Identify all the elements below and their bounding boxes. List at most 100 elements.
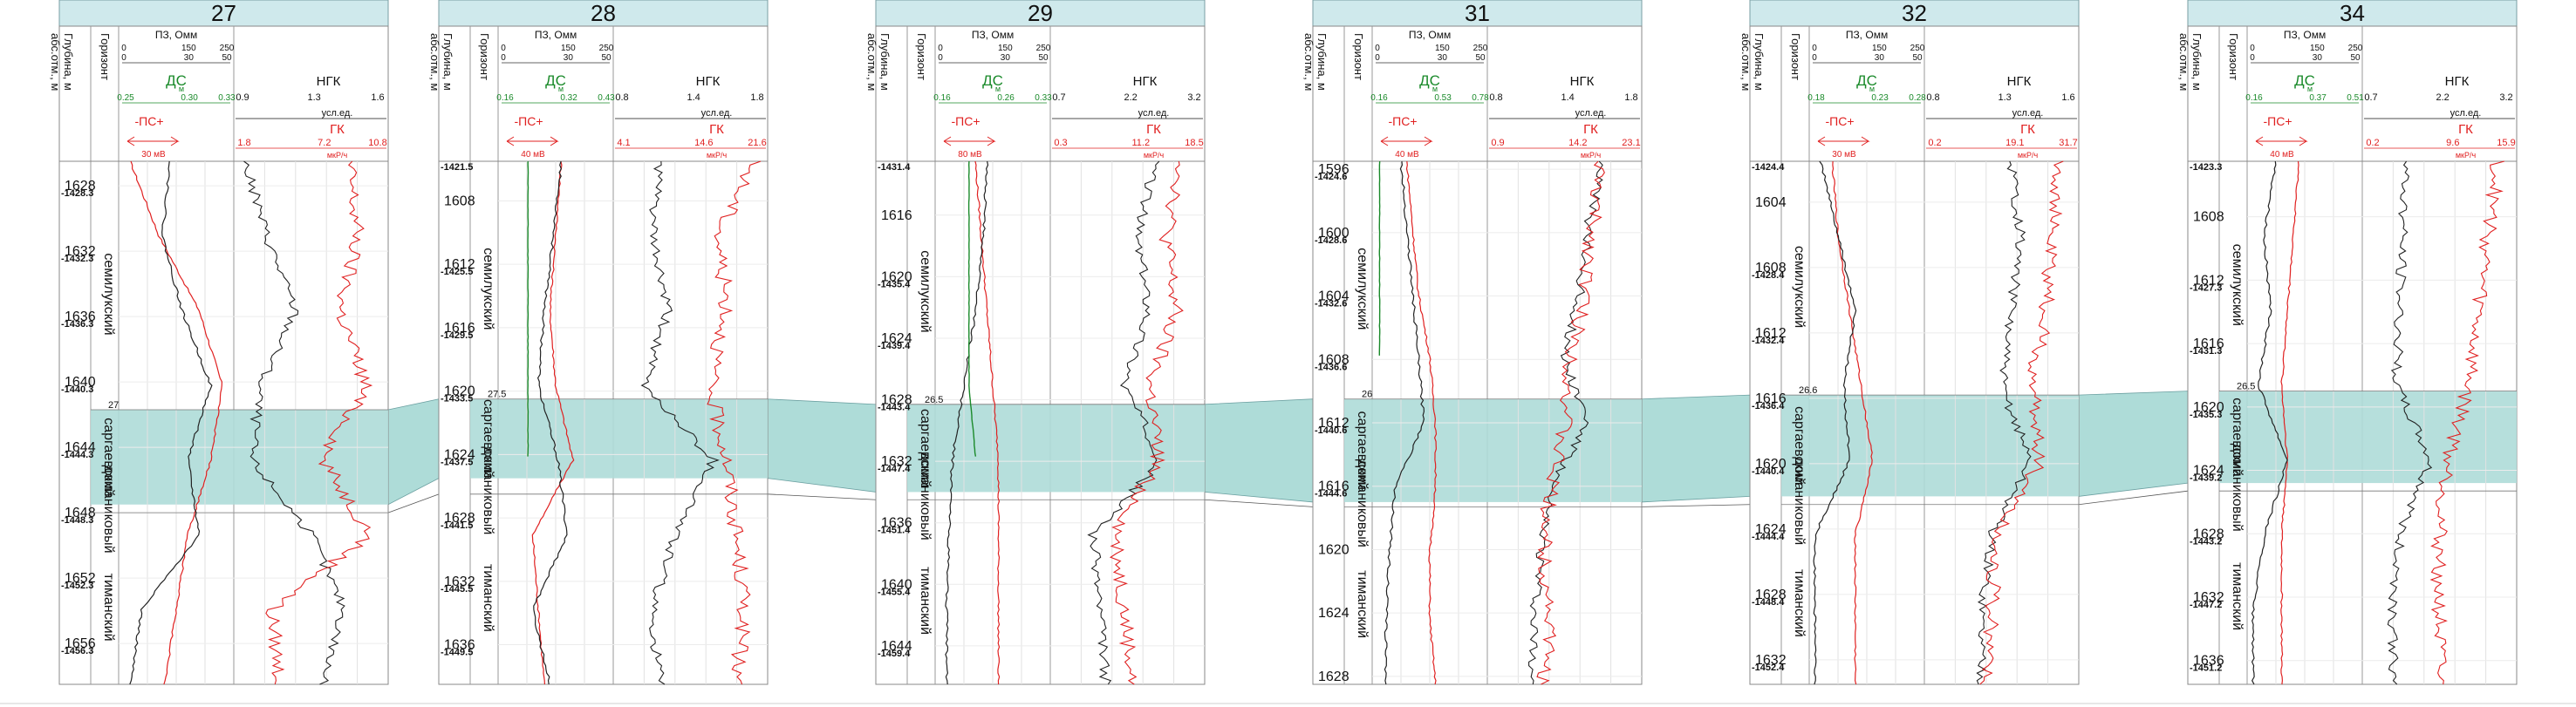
pz-tick-top: 150	[1435, 44, 1450, 53]
ps-scale-label: 80 мВ	[958, 150, 982, 160]
depth-column-header-line: абс.отм., м	[865, 33, 878, 91]
ngk-curve	[243, 160, 345, 685]
ds-scale-tick: 0.30	[181, 93, 198, 103]
pz-tick-bottom: 50	[1475, 53, 1486, 63]
ps-curve	[2280, 160, 2299, 685]
pz-tick-top: 150	[2310, 44, 2325, 53]
pz-tick-bottom: 0	[2250, 53, 2255, 63]
horizon-column-header-line: Горизонт	[1352, 33, 1365, 80]
abs-depth-label: -1425.5	[441, 267, 473, 277]
pz-tick-bottom: 0	[938, 53, 943, 63]
ds-scale-tick: 0.16	[496, 93, 514, 103]
horizon-column-header: Горизонт	[2227, 33, 2240, 80]
pz-header: ПЗ, Омм	[1846, 29, 1888, 41]
depth-column-header: Глубина, мабс.отм., м	[865, 33, 892, 91]
formation-label-timansky: тиманский	[1355, 570, 1370, 638]
md-depth-label: 1612	[2193, 273, 2224, 288]
abs-depth-label: -1448.3	[61, 515, 93, 526]
gk-scale-tick: 0.2	[1928, 138, 1941, 148]
md-depth-label: 1648	[65, 506, 96, 520]
md-depth-label: 1608	[1755, 261, 1787, 275]
abs-depth-label: -1432.6	[1315, 299, 1347, 309]
ds-unit: м	[558, 85, 564, 93]
panel-frame	[438, 25, 769, 685]
gk-unit: мкР/ч	[2018, 151, 2039, 160]
gk-header: ГК	[1146, 122, 1161, 137]
ps-header: -ПС+	[1825, 114, 1854, 128]
ngk-scale-tick: 0.7	[1052, 92, 1065, 103]
md-depth-label: 1628	[2193, 527, 2224, 541]
ds-scale-tick: 0.32	[560, 93, 577, 103]
horizon-column-header-line: Горизонт	[2227, 33, 2240, 80]
abs-depth-label: -1439.4	[878, 341, 911, 351]
ngk-scale-tick: 2.2	[2436, 92, 2450, 103]
formation-label-semiluksky: семилукский	[101, 253, 116, 335]
pz-tick-top: 150	[181, 44, 196, 53]
abs-depth-label: -1431.3	[2190, 346, 2222, 357]
ds-unit: м	[1869, 85, 1875, 93]
abs-depth-label: -1429.5	[441, 330, 473, 341]
ngk-unit: усл.ед.	[1138, 108, 1170, 119]
ps-scale-arrow	[126, 136, 180, 146]
ngk-header: НГК	[1133, 74, 1158, 89]
horizon-column-header-line: Горизонт	[915, 33, 928, 80]
horizon-column-header-line: Горизонт	[1789, 33, 1802, 80]
ngk-scale-tick: 1.6	[371, 92, 384, 103]
gk-scale-tick: 11.2	[1132, 138, 1151, 148]
pz-tick-top: 250	[1473, 44, 1488, 53]
ps-scale-label: 40 мВ	[2270, 150, 2294, 160]
abs-depth-label: -1452.3	[61, 581, 93, 591]
depth-column-header-line: абс.отм., м	[1739, 33, 1753, 91]
panel-frame	[1749, 25, 2080, 685]
abs-depth-label: -1452.4	[1752, 663, 1785, 673]
abs-depth-label: -1435.3	[2190, 410, 2222, 420]
ps-scale-label: 30 мВ	[141, 150, 166, 160]
abs-depth-label: -1443.4	[878, 403, 911, 413]
md-depth-label: 1612	[1318, 416, 1349, 431]
gk-unit: мкР/ч	[327, 151, 348, 160]
horizon-column-header-line: Горизонт	[478, 33, 491, 80]
formation-label-semiluksky: семилукский	[1792, 246, 1807, 328]
formation-label-semiluksky: семилукский	[1355, 248, 1370, 330]
abs-depth-label: -1443.2	[2190, 536, 2222, 547]
ps-header: -ПС+	[514, 114, 543, 128]
ngk-header: НГК	[2007, 74, 2032, 89]
abs-depth-label: -1432.3	[61, 254, 93, 264]
ngk-scale-tick: 1.3	[308, 92, 321, 103]
depth-column-header-line: абс.отм., м	[49, 33, 62, 91]
md-depth-label: 1632	[2193, 590, 2224, 605]
correlation-band	[767, 398, 877, 493]
ngk-scale-tick: 0.8	[615, 92, 628, 103]
gk-scale-tick: 0.3	[1054, 138, 1067, 148]
ngk-unit: усл.ед.	[2450, 108, 2482, 119]
ps-scale-arrow	[943, 136, 996, 146]
md-depth-label: 1636	[65, 309, 96, 324]
ngk-scale-tick: 0.8	[1489, 92, 1502, 103]
ds-scale-tick: 0.25	[117, 93, 134, 103]
formation-label-sargaevsky: саргаевский	[1355, 411, 1370, 490]
pz-curve	[945, 160, 989, 685]
formation-label-timansky: тиманский	[918, 567, 933, 635]
ngk-header: НГК	[1570, 74, 1595, 89]
well-title: 27	[211, 0, 236, 26]
ps-level-value: 26	[1362, 390, 1372, 400]
panel-frame	[58, 25, 389, 685]
md-depth-label: 1620	[2193, 400, 2224, 415]
abs-depth-label: -1451.2	[2190, 663, 2222, 674]
formation-label-semiluksky: семилукский	[481, 248, 495, 330]
gk-scale-tick: 15.9	[2497, 138, 2515, 148]
gk-scale-tick: 0.2	[2366, 138, 2379, 148]
well-title: 31	[1465, 0, 1490, 26]
abs-depth-label: -1444.4	[1752, 532, 1785, 542]
abs-depth-label: -1456.3	[61, 646, 93, 656]
depth-column-header-line: Глубина, м	[441, 33, 454, 91]
pz-tick-top: 250	[220, 44, 235, 53]
formation-label-sargaevsky: саргаевский	[918, 409, 933, 487]
gk-scale-tick: 21.6	[748, 138, 766, 148]
pz-tick-bottom: 0	[1812, 53, 1817, 63]
depth-column-header-line: абс.отм., м	[2177, 33, 2190, 91]
formation-label-sargaevsky: саргаевский	[481, 399, 495, 478]
md-depth-label: 1628	[444, 511, 475, 526]
